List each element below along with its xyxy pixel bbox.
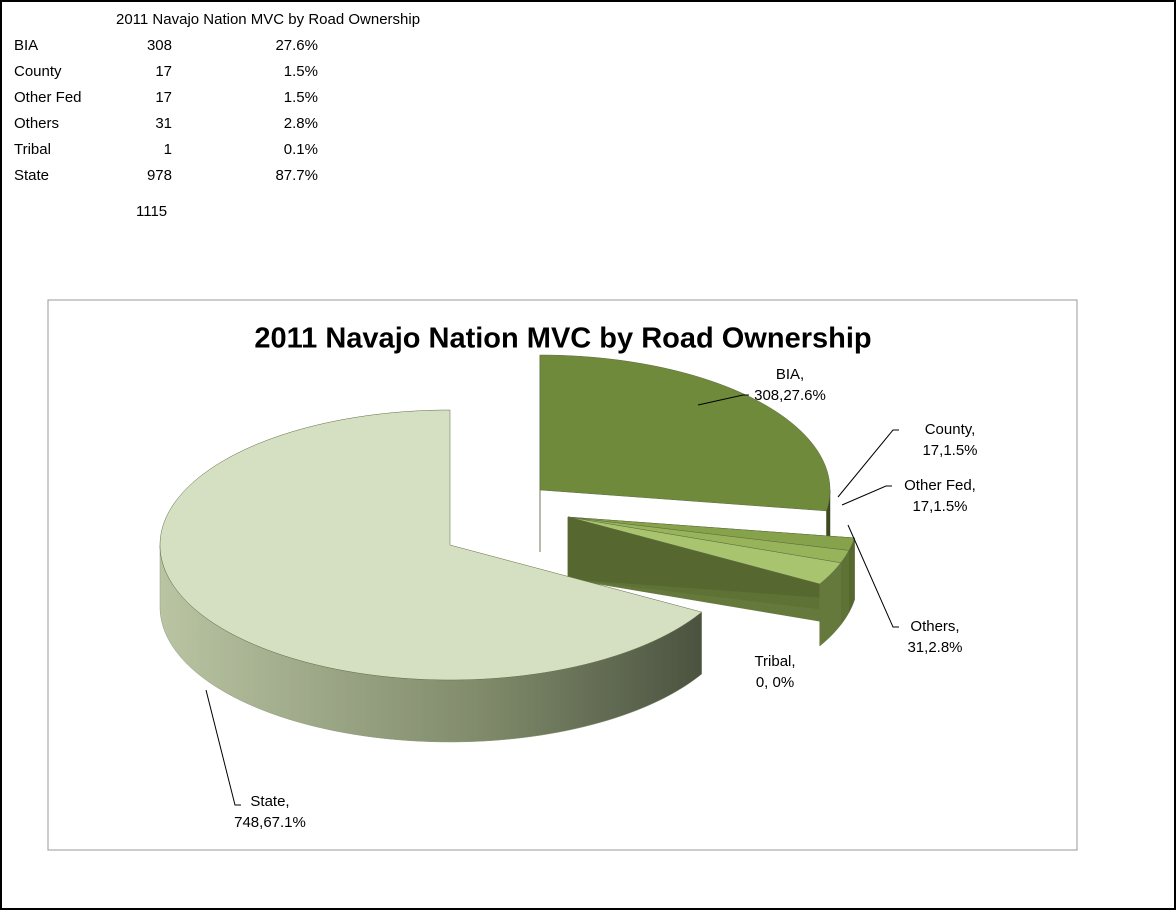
slice-value-label: 308,27.6% <box>754 387 826 404</box>
leader-line <box>837 429 899 498</box>
table: BIA 308 27.6% County 17 1.5% Other Fed 17 1.5% Ot… <box>14 37 318 184</box>
slice-value-label: 0, 0% <box>756 674 794 691</box>
row-percent: 0.1% <box>284 141 318 158</box>
table-total: 1115 <box>136 203 167 220</box>
row-name: Others <box>14 115 59 132</box>
slice-category: Other Fed, <box>904 477 976 494</box>
row-count: 308 <box>147 37 172 54</box>
slice-category: Tribal, <box>754 653 795 670</box>
slice <box>567 516 820 585</box>
slice-category: Others, <box>910 618 959 635</box>
slice-value-label: 17,1.5% <box>922 442 977 459</box>
row-percent: 1.5% <box>284 89 318 106</box>
row-name: BIA <box>14 37 38 54</box>
row-name: Tribal <box>14 141 51 158</box>
slice <box>567 516 850 564</box>
slice-value-label: 17,1.5% <box>912 498 967 515</box>
row-percent: 87.7% <box>275 167 318 184</box>
row-percent: 2.8% <box>284 115 318 132</box>
row-percent: 1.5% <box>284 63 318 80</box>
slice-value-label: 748,67.1% <box>234 814 306 831</box>
chart-title: 2011 Navajo Nation MVC by Road Ownership <box>254 323 871 355</box>
table-title: 2011 Navajo Nation MVC by Road Ownership <box>116 11 420 28</box>
row-count: 978 <box>147 167 172 184</box>
slice-value-label: 31,2.8% <box>907 639 962 656</box>
row-count: 1 <box>164 141 172 158</box>
leader-line <box>205 689 241 806</box>
row-count: 31 <box>155 115 172 132</box>
leader-line <box>841 485 892 506</box>
slice-side <box>840 549 850 626</box>
pie <box>159 354 855 743</box>
row-name: County <box>14 63 62 80</box>
row-count: 17 <box>155 63 172 80</box>
row-name: State <box>14 167 49 184</box>
row-percent: 27.6% <box>275 37 318 54</box>
data-labels: BIA, 308,27.6% County, 17,1.5% Other Fed, 17,… <box>205 366 978 831</box>
slice <box>539 354 831 512</box>
leader-line <box>847 524 899 628</box>
slice-category: BIA, <box>776 366 804 383</box>
leader-line <box>697 394 749 406</box>
slice <box>159 409 703 681</box>
row-name: Other Fed <box>14 89 82 106</box>
slice-category: State, <box>250 793 289 810</box>
row-count: 17 <box>155 89 172 106</box>
slice <box>567 516 842 585</box>
slice-category: County, <box>925 421 976 438</box>
